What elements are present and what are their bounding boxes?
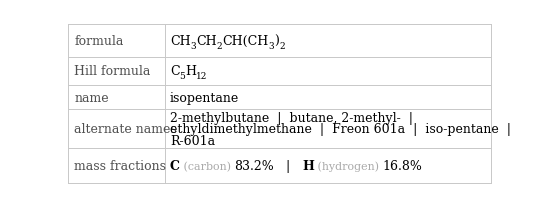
Text: 83.2%: 83.2%: [234, 160, 274, 172]
Text: ): ): [274, 35, 279, 47]
Text: 12: 12: [197, 72, 207, 81]
Text: C: C: [170, 65, 180, 78]
Text: |: |: [274, 160, 302, 172]
Text: mass fractions: mass fractions: [74, 160, 166, 172]
Text: H: H: [302, 160, 314, 172]
Text: H: H: [185, 65, 197, 78]
Text: CH: CH: [196, 35, 217, 47]
Text: isopentane: isopentane: [170, 91, 239, 104]
Text: 5: 5: [180, 72, 185, 81]
Text: 3: 3: [191, 42, 196, 50]
Text: alternate names: alternate names: [74, 123, 177, 136]
Text: formula: formula: [74, 35, 123, 47]
Text: Hill formula: Hill formula: [74, 65, 151, 78]
Text: (hydrogen): (hydrogen): [314, 161, 383, 171]
Text: 16.8%: 16.8%: [383, 160, 423, 172]
Text: CH(CH: CH(CH: [222, 35, 269, 47]
Text: C: C: [170, 160, 180, 172]
Text: name: name: [74, 91, 109, 104]
Text: R-601a: R-601a: [170, 134, 215, 147]
Text: (carbon): (carbon): [180, 161, 234, 171]
Text: 2: 2: [217, 42, 222, 50]
Text: ethyldimethylmethane  |  Freon 601a  |  iso-pentane  |: ethyldimethylmethane | Freon 601a | iso-…: [170, 123, 511, 136]
Text: 2-methylbutane  |  butane, 2-methyl-  |: 2-methylbutane | butane, 2-methyl- |: [170, 111, 413, 124]
Text: 2: 2: [279, 42, 284, 50]
Text: 3: 3: [269, 42, 274, 50]
Text: CH: CH: [170, 35, 191, 47]
